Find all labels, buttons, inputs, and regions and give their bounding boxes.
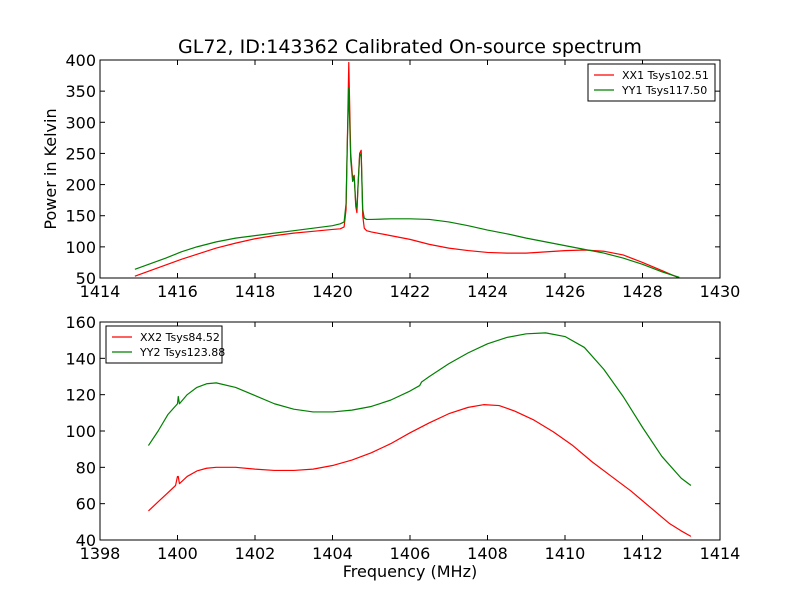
figure-title: GL72, ID:143362 Calibrated On-source spe… bbox=[178, 36, 642, 58]
x-axis-label: Frequency (MHz) bbox=[343, 562, 477, 581]
top-legend-box bbox=[587, 63, 716, 102]
bottom-series-line-2 bbox=[147, 332, 692, 486]
top-x-tick-label: 1424 bbox=[467, 282, 508, 301]
top-x-tick-label: 1428 bbox=[622, 282, 663, 301]
top-legend: XX1 Tsys102.51 YY1 Tsys117.50 bbox=[587, 63, 716, 102]
bottom-legend: XX2 Tsys84.52 YY2 Tsys123.88 bbox=[105, 325, 225, 364]
bottom-x-tick-label: 1400 bbox=[157, 544, 198, 563]
top-y-tick-label: 250 bbox=[65, 144, 96, 163]
bottom-x-tick-label: 1406 bbox=[390, 544, 431, 563]
bottom-y-tick-label: 120 bbox=[65, 386, 96, 405]
top-y-tick-label: 400 bbox=[65, 51, 96, 70]
top-x-tick-label: 1430 bbox=[700, 282, 741, 301]
bottom-series-line-1 bbox=[148, 404, 692, 537]
top-chart-panel: 1414 1416 1418 1420 1422 1424 1426 1428 1430 50 10… bbox=[41, 51, 740, 301]
bottom-y-tick-label: 80 bbox=[76, 458, 96, 477]
bottom-x-tick-label: 1408 bbox=[467, 544, 508, 563]
bottom-x-tick-label: 1412 bbox=[622, 544, 663, 563]
top-y-tick-label: 100 bbox=[65, 238, 96, 257]
bottom-x-tick-label: 1404 bbox=[312, 544, 353, 563]
top-series-line-2 bbox=[134, 87, 680, 278]
bottom-x-tick-label: 1414 bbox=[700, 544, 741, 563]
bottom-x-tick-label: 1410 bbox=[545, 544, 586, 563]
top-y-tick-label: 150 bbox=[65, 207, 96, 226]
top-x-tick-label: 1418 bbox=[235, 282, 276, 301]
bottom-y-tick-label: 60 bbox=[76, 495, 96, 514]
top-y-axis-label: Power in Kelvin bbox=[41, 108, 60, 229]
bottom-y-tick-label: 100 bbox=[65, 422, 96, 441]
bottom-y-tick-label: 160 bbox=[65, 313, 96, 332]
top-x-tick-label: 1414 bbox=[80, 282, 121, 301]
top-x-tick-label: 1420 bbox=[312, 282, 353, 301]
top-x-tick-label: 1416 bbox=[157, 282, 198, 301]
bottom-legend-label-2: YY2 Tsys123.88 bbox=[139, 346, 225, 359]
top-y-tick-label: 200 bbox=[65, 176, 96, 195]
bottom-chart-panel: 1398 1400 1402 1404 1406 1408 1410 1412 1414 40 60… bbox=[65, 313, 740, 563]
top-y-tick-label: 300 bbox=[65, 113, 96, 132]
bottom-x-tick-label: 1402 bbox=[235, 544, 276, 563]
bottom-legend-box bbox=[105, 325, 223, 364]
bottom-y-tick-label: 140 bbox=[65, 349, 96, 368]
bottom-x-tick-label: 1398 bbox=[80, 544, 121, 563]
bottom-legend-label-1: XX2 Tsys84.52 bbox=[140, 331, 220, 344]
top-y-tick-label: 50 bbox=[76, 269, 96, 288]
top-x-tick-label: 1422 bbox=[390, 282, 431, 301]
top-y-tick-label: 350 bbox=[65, 82, 96, 101]
top-x-tick-label: 1426 bbox=[545, 282, 586, 301]
top-legend-label-2: YY1 Tsys117.50 bbox=[621, 84, 707, 97]
top-legend-label-1: XX1 Tsys102.51 bbox=[622, 69, 709, 82]
bottom-y-tick-label: 40 bbox=[76, 531, 96, 550]
